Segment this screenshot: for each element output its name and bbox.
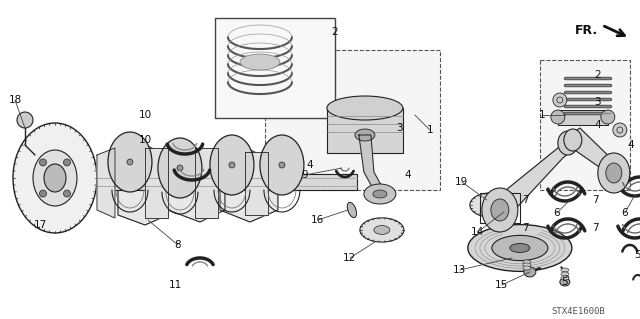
- Polygon shape: [168, 148, 225, 222]
- Ellipse shape: [158, 138, 202, 198]
- Text: 14: 14: [471, 227, 484, 237]
- Text: FR.: FR.: [575, 24, 598, 37]
- Bar: [265, 50, 440, 190]
- Text: 6: 6: [621, 208, 628, 218]
- Ellipse shape: [613, 123, 627, 137]
- Text: 5: 5: [634, 250, 640, 260]
- Bar: [558, 110, 608, 125]
- Ellipse shape: [482, 188, 518, 232]
- Text: 10: 10: [138, 110, 152, 120]
- Text: 5: 5: [561, 277, 568, 287]
- Bar: [540, 60, 630, 190]
- Polygon shape: [97, 148, 115, 218]
- Ellipse shape: [360, 218, 404, 242]
- Text: 1: 1: [538, 110, 545, 120]
- Ellipse shape: [523, 260, 531, 264]
- Ellipse shape: [601, 110, 615, 124]
- Text: 4: 4: [595, 120, 601, 130]
- Ellipse shape: [40, 190, 47, 197]
- Bar: [215, 18, 335, 118]
- Ellipse shape: [523, 263, 531, 267]
- Ellipse shape: [240, 54, 280, 70]
- Text: 15: 15: [495, 280, 509, 290]
- Text: 1: 1: [427, 125, 433, 135]
- Ellipse shape: [127, 159, 133, 165]
- Ellipse shape: [553, 93, 567, 107]
- Bar: [97, 174, 357, 190]
- Ellipse shape: [564, 129, 582, 151]
- Ellipse shape: [108, 132, 152, 192]
- Ellipse shape: [177, 165, 183, 171]
- Ellipse shape: [561, 272, 569, 276]
- Ellipse shape: [524, 267, 536, 277]
- Text: 7: 7: [522, 195, 529, 205]
- Bar: [327, 108, 403, 153]
- Ellipse shape: [355, 129, 375, 141]
- Ellipse shape: [63, 190, 70, 197]
- Ellipse shape: [606, 163, 622, 183]
- Text: 3: 3: [397, 123, 403, 133]
- Text: 9: 9: [301, 170, 308, 180]
- Polygon shape: [145, 148, 168, 218]
- Ellipse shape: [561, 276, 569, 280]
- Ellipse shape: [40, 159, 47, 166]
- Text: 10: 10: [138, 135, 152, 145]
- Text: 11: 11: [168, 280, 182, 290]
- Bar: [480, 193, 520, 223]
- Text: 4: 4: [404, 170, 412, 180]
- Polygon shape: [359, 135, 385, 192]
- Ellipse shape: [492, 235, 548, 261]
- Ellipse shape: [260, 135, 304, 195]
- Text: 12: 12: [343, 253, 356, 263]
- Polygon shape: [118, 145, 168, 225]
- Ellipse shape: [561, 268, 569, 272]
- Ellipse shape: [558, 131, 578, 155]
- Text: 8: 8: [175, 240, 181, 250]
- Ellipse shape: [63, 159, 70, 166]
- Text: 13: 13: [453, 265, 467, 275]
- Text: 2: 2: [595, 70, 601, 80]
- Ellipse shape: [13, 123, 97, 233]
- Text: 17: 17: [33, 220, 47, 230]
- Ellipse shape: [33, 150, 77, 206]
- Ellipse shape: [470, 193, 510, 217]
- Text: 3: 3: [595, 97, 601, 107]
- Text: 4: 4: [627, 140, 634, 150]
- Text: 16: 16: [311, 215, 324, 225]
- Ellipse shape: [510, 243, 530, 252]
- Ellipse shape: [491, 199, 509, 221]
- Text: 18: 18: [8, 95, 22, 105]
- Ellipse shape: [44, 164, 66, 192]
- Polygon shape: [245, 152, 268, 215]
- Ellipse shape: [279, 162, 285, 168]
- Text: 7: 7: [522, 223, 529, 233]
- Ellipse shape: [468, 225, 572, 271]
- Ellipse shape: [598, 153, 630, 193]
- Ellipse shape: [374, 226, 390, 234]
- Text: 4: 4: [307, 160, 313, 170]
- Polygon shape: [195, 148, 218, 218]
- Text: 6: 6: [554, 208, 560, 218]
- Text: STX4E1600B: STX4E1600B: [551, 307, 605, 316]
- Ellipse shape: [373, 190, 387, 198]
- Polygon shape: [220, 150, 278, 222]
- Ellipse shape: [348, 202, 356, 218]
- Text: 19: 19: [455, 177, 468, 187]
- Ellipse shape: [229, 162, 235, 168]
- Ellipse shape: [523, 266, 531, 270]
- Text: 7: 7: [593, 195, 599, 205]
- Polygon shape: [490, 140, 575, 220]
- Ellipse shape: [560, 278, 570, 286]
- Text: 7: 7: [593, 223, 599, 233]
- Ellipse shape: [364, 184, 396, 204]
- Text: 2: 2: [332, 27, 338, 37]
- Ellipse shape: [210, 135, 254, 195]
- Ellipse shape: [17, 112, 33, 128]
- Ellipse shape: [551, 110, 565, 124]
- Polygon shape: [570, 128, 622, 180]
- Ellipse shape: [327, 96, 403, 120]
